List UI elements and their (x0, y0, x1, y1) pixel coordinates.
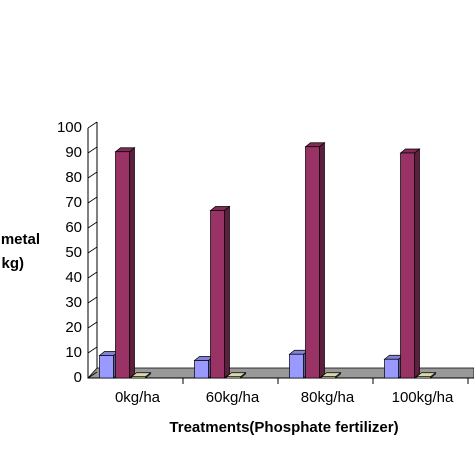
tick-mark (87, 121, 98, 129)
tick-mark (87, 196, 98, 204)
tick-mark (87, 321, 98, 329)
bar (210, 210, 225, 379)
tick-mark (87, 371, 98, 379)
bar (194, 360, 209, 379)
bar-side (319, 142, 325, 379)
bar-side (414, 148, 420, 379)
y-tick-label: 50 (65, 244, 82, 261)
tick-mark (87, 296, 98, 304)
bar (99, 355, 114, 379)
x-tick-label: 0kg/ha (115, 389, 161, 406)
tick-mark (87, 146, 98, 154)
y-tick-label: 60 (65, 219, 82, 236)
bar (131, 376, 146, 379)
bar (289, 353, 304, 379)
bar (416, 376, 431, 379)
y-axis-label: kg) (2, 255, 25, 272)
y-tick-label: 20 (65, 319, 82, 336)
tick-mark (87, 346, 98, 354)
y-tick-label: 0 (74, 369, 82, 386)
x-tick-label: 60kg/ha (206, 389, 260, 406)
bar (226, 376, 241, 379)
y-tick-label: 30 (65, 294, 82, 311)
bar (400, 152, 415, 379)
y-tick-label: 10 (65, 344, 82, 361)
tick-mark (87, 171, 98, 179)
bar (115, 151, 130, 379)
y-axis-label: metal (1, 231, 40, 248)
bar (321, 376, 336, 379)
bar-side (129, 147, 135, 379)
y-tick-label: 70 (65, 194, 82, 211)
y-tick-label: 100 (57, 119, 82, 136)
bar (305, 146, 320, 379)
y-tick-label: 80 (65, 169, 82, 186)
x-tick-label: 80kg/ha (301, 389, 355, 406)
tick-mark (87, 271, 98, 279)
bar-side (224, 205, 230, 379)
tick-mark (87, 221, 98, 229)
y-tick-label: 40 (65, 269, 82, 286)
bar (384, 358, 399, 379)
x-axis-label: Treatments(Phosphate fertilizer) (169, 419, 398, 436)
tick-mark (87, 246, 98, 254)
x-tick-label: 100kg/ha (392, 389, 454, 406)
y-tick-label: 90 (65, 144, 82, 161)
